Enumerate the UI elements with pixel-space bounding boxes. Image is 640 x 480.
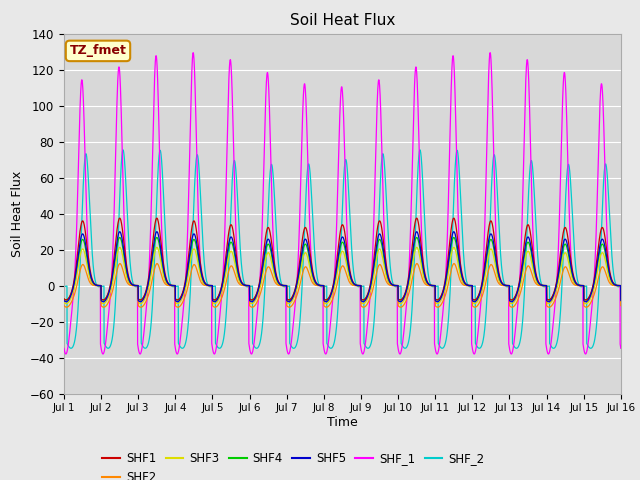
SHF_2 [322, 283, 330, 289]
SHF1 [617, 296, 625, 302]
SHF1 [322, 297, 330, 303]
SHF4 [499, 282, 507, 288]
SHF4 [468, 283, 476, 288]
SHF5 [322, 299, 330, 305]
Line: SHF4: SHF4 [64, 238, 621, 300]
SHF5 [160, 268, 168, 274]
SHF3 [616, 283, 624, 288]
Text: TZ_fmet: TZ_fmet [70, 44, 127, 58]
SHF2 [467, 283, 475, 288]
SHF5 [468, 283, 476, 288]
SHF5 [413, 229, 420, 235]
SHF5 [60, 298, 68, 303]
SHF4 [322, 297, 330, 303]
Line: SHF2: SHF2 [64, 264, 621, 307]
SHF_1 [617, 346, 625, 351]
SHF_2 [499, 275, 507, 281]
SHF2 [322, 304, 330, 310]
SHF2 [582, 304, 590, 310]
SHF5 [617, 298, 625, 303]
SHF_1 [160, 269, 168, 275]
Line: SHF1: SHF1 [64, 218, 621, 300]
SHF4 [285, 297, 292, 303]
SHF3 [582, 300, 589, 306]
SHF3 [322, 300, 330, 306]
Title: Soil Heat Flux: Soil Heat Flux [290, 13, 395, 28]
SHF_1 [60, 346, 68, 351]
SHF4 [413, 235, 420, 240]
SHF2 [436, 303, 444, 309]
SHF5 [616, 283, 624, 288]
SHF1 [499, 281, 507, 287]
SHF_2 [617, 284, 625, 289]
SHF3 [617, 300, 625, 305]
SHF_2 [416, 147, 424, 153]
SHF_1 [499, 283, 507, 288]
SHF2 [499, 283, 507, 288]
SHF1 [436, 294, 444, 300]
SHF3 [499, 282, 507, 288]
SHF3 [436, 299, 444, 304]
SHF3 [160, 275, 168, 280]
SHF2 [116, 261, 124, 266]
SHF_1 [468, 283, 476, 288]
SHF3 [467, 283, 475, 288]
SHF_1 [436, 333, 444, 338]
Line: SHF5: SHF5 [64, 232, 621, 302]
SHF3 [413, 244, 420, 250]
SHF4 [617, 296, 625, 302]
SHF2 [616, 283, 624, 288]
SHF_2 [160, 204, 168, 209]
Line: SHF_2: SHF_2 [64, 150, 621, 348]
SHF1 [468, 283, 476, 288]
SHF_2 [616, 284, 624, 289]
Line: SHF3: SHF3 [64, 247, 621, 303]
SHF_1 [189, 50, 197, 56]
Y-axis label: Soil Heat Flux: Soil Heat Flux [11, 170, 24, 257]
SHF_1 [616, 342, 624, 348]
Line: SHF_1: SHF_1 [64, 53, 621, 354]
SHF_2 [468, 284, 476, 289]
SHF1 [161, 265, 168, 271]
X-axis label: Time: Time [327, 416, 358, 429]
SHF1 [60, 296, 68, 302]
SHF_1 [285, 351, 292, 357]
SHF4 [616, 283, 624, 288]
SHF2 [617, 303, 625, 309]
SHF5 [499, 281, 507, 287]
SHF_1 [322, 351, 330, 357]
SHF2 [161, 279, 168, 285]
SHF4 [436, 294, 444, 300]
SHF3 [60, 300, 68, 305]
Legend: SHF1, SHF2, SHF3, SHF4, SHF5, SHF_1, SHF_2: SHF1, SHF2, SHF3, SHF4, SHF5, SHF_1, SHF… [98, 447, 489, 480]
SHF4 [60, 296, 68, 302]
SHF_2 [290, 346, 298, 351]
SHF_2 [436, 345, 444, 350]
SHF1 [116, 215, 124, 221]
SHF1 [616, 283, 624, 288]
SHF_2 [60, 284, 68, 289]
SHF4 [160, 270, 168, 276]
SHF5 [436, 296, 444, 301]
SHF2 [60, 303, 68, 309]
SHF1 [285, 297, 292, 303]
SHF5 [285, 299, 292, 305]
